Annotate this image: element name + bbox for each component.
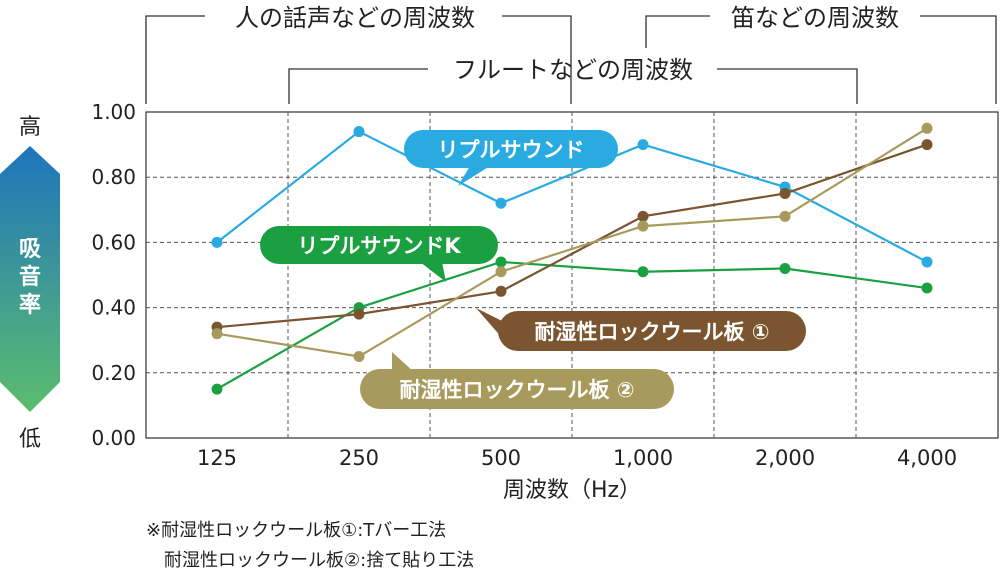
- y-axis-label-char-2: 音: [19, 264, 41, 290]
- y-tick-label: 0.80: [91, 165, 136, 189]
- x-tick-labels: 125 250 500 1,000 2,000 4,000: [197, 446, 957, 470]
- y-axis-low-label: 低: [19, 427, 41, 452]
- gradient-arrow-shape: [0, 146, 60, 412]
- x-tick-label: 125: [197, 446, 237, 470]
- y-axis-high-label: 高: [19, 115, 41, 140]
- data-point-s4-5: [779, 210, 791, 222]
- x-tick-label: 4,000: [897, 446, 957, 470]
- data-point-s2-6: [921, 282, 933, 294]
- data-point-s4-6: [921, 122, 933, 134]
- range-bracket-whistle: [645, 15, 997, 104]
- series-lines: [216, 127, 928, 391]
- data-point-s3-3: [495, 285, 507, 297]
- grid-vertical: [287, 112, 857, 438]
- data-point-s2-3: [495, 256, 507, 268]
- data-point-s1-1: [211, 236, 223, 248]
- x-tick-label: 2,000: [755, 446, 815, 470]
- series-line-2: [216, 260, 928, 391]
- y-tick-labels: 0.00 0.20 0.40 0.60 0.80 1.00: [91, 100, 136, 450]
- callout-box: [404, 130, 618, 168]
- data-point-s1-2: [353, 126, 365, 138]
- callout-pointer: [392, 352, 414, 372]
- series-label-ripple-sound-k: リプルサウンドK: [297, 234, 461, 258]
- callout-rockwool-1: 耐湿性ロックウール板 ①: [476, 308, 806, 351]
- data-point-s3-4: [637, 210, 649, 222]
- x-tick-label: 500: [481, 446, 521, 470]
- y-tick-label: 0.40: [91, 296, 136, 320]
- range-bracket-voice: [145, 15, 572, 104]
- callout-pointer: [458, 166, 490, 186]
- plot-area: [145, 111, 999, 439]
- footnote-1: ※耐湿性ロックウール板①:Tバー工法: [146, 520, 446, 541]
- data-point-s3-5: [779, 188, 791, 199]
- callout-ripple-sound: リプルサウンド: [404, 130, 618, 186]
- callout-ripple-sound-k: リプルサウンドK: [260, 226, 498, 282]
- series-line-4: [216, 127, 928, 358]
- footnote-2: 耐湿性ロックウール板②:捨て貼り工法: [146, 550, 474, 571]
- series-label-rockwool-1: 耐湿性ロックウール板 ①: [534, 320, 769, 344]
- y-axis-label-char-1: 吸: [19, 237, 42, 262]
- range-brackets: [145, 15, 997, 104]
- y-tick-label: 0.60: [91, 230, 136, 254]
- callout-box: [360, 369, 674, 409]
- data-point-s4-3: [495, 266, 507, 278]
- series-label-ripple-sound: リプルサウンド: [438, 138, 585, 162]
- data-point-s4-2: [353, 351, 365, 362]
- y-axis-label-char-3: 率: [19, 292, 41, 318]
- range-label-whistle: 笛などの周波数: [731, 4, 899, 32]
- data-point-s2-4: [637, 266, 649, 278]
- x-tick-label: 1,000: [613, 446, 673, 470]
- x-tick-label: 250: [339, 446, 379, 470]
- y-tick-label: 0.00: [91, 426, 136, 450]
- range-bracket-flute: [288, 68, 858, 104]
- callout-box: [498, 311, 806, 351]
- data-point-s2-1: [211, 383, 223, 395]
- data-point-s4-4: [637, 220, 649, 232]
- y-tick-label: 0.20: [91, 361, 136, 385]
- data-point-s1-6: [921, 256, 933, 268]
- callout-rockwool-2: 耐湿性ロックウール板 ②: [360, 352, 674, 409]
- range-label-voice: 人の話声などの周波数: [235, 4, 475, 32]
- data-point-s1-3: [495, 197, 507, 209]
- y-axis-arrow: 高 低 吸 音 率: [0, 115, 60, 452]
- range-label-flute: フルートなどの周波数: [453, 56, 693, 84]
- data-point-s4-1: [211, 328, 223, 340]
- y-tick-label: 1.00: [91, 100, 136, 124]
- series-label-rockwool-2: 耐湿性ロックウール板 ②: [399, 378, 634, 402]
- callout-box: [260, 226, 498, 264]
- callout-pointer: [420, 262, 446, 282]
- data-point-s2-5: [779, 262, 791, 274]
- callout-pointer: [476, 308, 504, 340]
- series-line-3: [216, 143, 928, 329]
- x-axis-label: 周波数（Hz）: [503, 478, 641, 503]
- data-point-s1-4: [637, 139, 649, 151]
- data-point-s3-6: [921, 139, 933, 151]
- data-point-s3-2: [353, 308, 365, 320]
- series-line-1: [216, 130, 928, 263]
- series-points: [211, 122, 933, 395]
